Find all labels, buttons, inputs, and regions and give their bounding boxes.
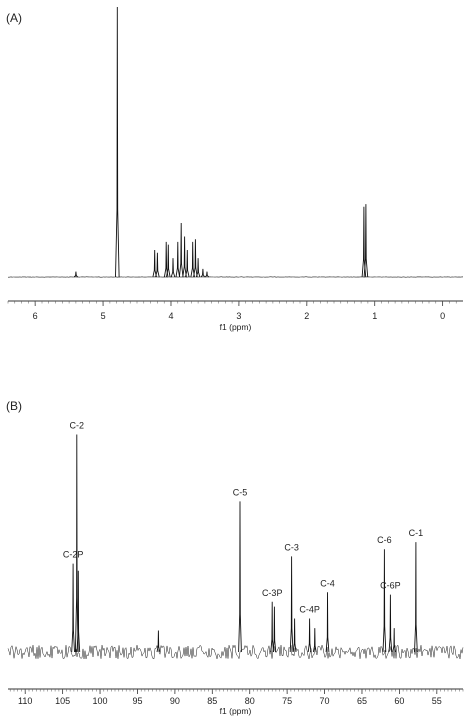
x-tick-label: 6 <box>33 311 38 321</box>
x-tick-label: 0 <box>440 311 445 321</box>
spectrum-peak <box>152 249 157 278</box>
spectrum-peak <box>73 271 79 278</box>
spectrum-peak <box>166 244 171 278</box>
x-tick-label: 3 <box>236 311 241 321</box>
panel-a-label: (A) <box>6 11 22 25</box>
x-tick-label: 80 <box>245 696 255 706</box>
panel-b-label: (B) <box>6 399 22 413</box>
spectrum-peak <box>204 271 210 278</box>
spectrum-peak <box>363 204 369 278</box>
peak-label: C-6 <box>377 535 392 545</box>
x-tick-label: 2 <box>304 311 309 321</box>
panel-a-chart: (A) 6 5 4 3 2 1 0 f1 (ppm) <box>6 6 464 332</box>
peak-label: C-6P <box>380 581 401 591</box>
spectrum-peak <box>175 241 181 278</box>
x-tick-label: 75 <box>282 696 292 706</box>
peak-label: C-2P <box>63 550 84 560</box>
spectrum-baseline <box>7 644 464 660</box>
spectrum-peak <box>178 222 184 278</box>
spectrum-peak <box>155 252 160 278</box>
x-tick-label: 55 <box>432 696 442 706</box>
spectrum-peak <box>193 239 198 278</box>
x-tick-label: 1 <box>372 311 377 321</box>
spectrum-peak <box>74 434 79 653</box>
peak-label: C-4P <box>299 605 320 615</box>
spectrum-peak <box>195 258 201 278</box>
spectrum-peak <box>382 549 387 653</box>
spectrum-peak <box>388 594 393 653</box>
x-tick-label: 5 <box>101 311 106 321</box>
peak-label: C-3P <box>262 588 283 598</box>
spectrum-peak <box>238 501 242 653</box>
spectrum-peak <box>307 618 312 653</box>
x-tick-label: 95 <box>132 696 142 706</box>
spectrum-peak <box>71 563 75 653</box>
spectrum-peak <box>312 628 317 653</box>
x-tick-label: 65 <box>357 696 367 706</box>
spectrum-peak <box>170 258 176 278</box>
x-tick-label: 85 <box>207 696 217 706</box>
spectrum-peak <box>190 241 195 278</box>
peak-label: C-1 <box>409 528 424 538</box>
spectrum-peak <box>325 592 330 653</box>
spectrum-peak <box>270 601 275 653</box>
spectrum-peak <box>115 6 120 278</box>
x-tick-label: 4 <box>168 311 173 321</box>
x-tick-label: 110 <box>18 696 32 706</box>
spectrum-peak <box>200 268 206 278</box>
x-tick-label: 60 <box>394 696 404 706</box>
spectrum-peak <box>76 570 81 653</box>
x-tick-label: 100 <box>93 696 108 706</box>
x-axis-label: f1 (ppm) <box>220 706 252 716</box>
spectrum-peak <box>182 236 187 278</box>
peak-label: C-2 <box>70 421 85 431</box>
spectrum-peak <box>289 556 294 653</box>
peak-label: C-4 <box>320 578 335 588</box>
spectrum-peak <box>156 630 161 653</box>
spectrum-peak <box>292 618 297 653</box>
x-tick-label: 105 <box>55 696 70 706</box>
spectrum-peak <box>185 249 190 278</box>
spectrum-peak <box>272 606 277 653</box>
peak-label: C-3 <box>284 542 299 552</box>
x-tick-label: 70 <box>320 696 330 706</box>
peak-label: C-5 <box>233 487 248 497</box>
spectrum-peak <box>414 542 418 653</box>
spectrum-peak <box>392 628 397 653</box>
x-tick-label: 90 <box>170 696 180 706</box>
panel-b-chart: (B) C-2P C-2 C-5 C-3P C-3 C-4P C-4 C-6 C-6P C-1 11… <box>6 399 464 716</box>
x-axis-label: f1 (ppm) <box>220 322 252 332</box>
